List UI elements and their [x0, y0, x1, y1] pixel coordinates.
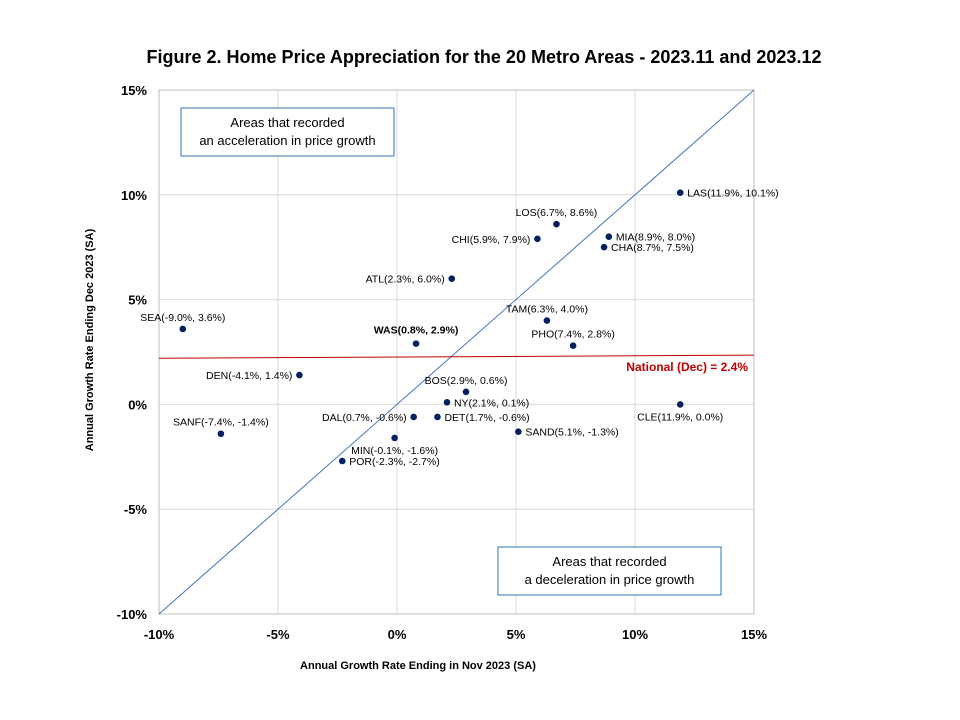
annotation-text: Areas that recorded	[552, 554, 666, 569]
y-tick-label: 10%	[121, 188, 147, 203]
data-point	[605, 233, 613, 241]
data-point-label: NY(2.1%, 0.1%)	[454, 397, 529, 409]
plot-frame	[158, 89, 755, 615]
diagonal-reference-line	[158, 89, 755, 615]
data-point-label: BOS(2.9%, 0.6%)	[425, 375, 508, 387]
data-point-label: PHO(7.4%, 2.8%)	[531, 329, 614, 341]
y-tick-label: 0%	[128, 397, 147, 412]
data-point-label: ATL(2.3%, 6.0%)	[366, 274, 445, 286]
data-point	[676, 189, 684, 197]
data-point	[296, 371, 303, 379]
x-tick-label: 10%	[622, 627, 648, 642]
annotation-text: Areas that recorded	[230, 115, 344, 130]
national-reference-label: National (Dec) = 2.4%	[626, 360, 748, 374]
data-point	[676, 401, 684, 408]
x-tick-label: 5%	[507, 627, 526, 642]
data-point-label: LOS(6.7%, 8.6%)	[516, 207, 598, 219]
data-point	[434, 413, 441, 421]
data-point-label: SAND(5.1%, -1.3%)	[525, 427, 618, 439]
y-axis-label: Annual Growth Rate Ending Dec 2023 (SA)	[84, 228, 96, 451]
data-point	[217, 430, 225, 438]
annotation-box	[180, 107, 395, 157]
annotation-text: a deceleration in price growth	[525, 572, 695, 587]
data-point-label: SANF(-7.4%, -1.4%)	[173, 417, 269, 429]
data-point-label: DET(1.7%, -0.6%)	[444, 412, 529, 424]
data-point	[443, 399, 451, 406]
data-point	[543, 317, 551, 324]
data-point-label: DEN(-4.1%, 1.4%)	[206, 370, 292, 382]
data-point-label: WAS(0.8%, 2.9%)	[374, 325, 459, 337]
data-point-label: LAS(11.9%, 10.1%)	[687, 188, 778, 200]
data-point-label: TAM(6.3%, 4.0%)	[506, 304, 588, 316]
data-point	[553, 220, 560, 228]
data-point-label: POR(-2.3%, -2.7%)	[349, 456, 439, 468]
data-point	[412, 340, 420, 347]
y-tick-labels: -10% -5% 0% 5% 10% 15%	[117, 83, 148, 622]
data-point-label: MIA(8.9%, 8.0%)	[616, 232, 695, 244]
data-point	[515, 428, 522, 435]
y-tick-label: 15%	[121, 83, 147, 98]
x-tick-label: -10%	[144, 627, 175, 642]
data-point-label: CHA(8.7%, 7.5%)	[611, 242, 694, 254]
x-tick-label: -5%	[266, 627, 290, 642]
data-points: LAS(11.9%, 10.1%) LOS(6.7%, 8.6%) CHI(5.9%…	[140, 188, 778, 468]
data-point	[448, 275, 456, 282]
annotation-box	[497, 546, 722, 596]
data-point	[534, 235, 541, 243]
chart-title: Figure 2. Home Price Appreciation for th…	[147, 47, 822, 67]
data-point	[179, 325, 187, 333]
y-tick-label: 5%	[128, 293, 147, 308]
annotation-boxes: Areas that recorded an acceleration in pr…	[180, 107, 722, 596]
y-tick-label: -10%	[117, 607, 148, 622]
x-tick-label: 0%	[388, 627, 407, 642]
data-point-label: DAL(0.7%, -0.6%)	[322, 412, 407, 424]
data-point-label: SEA(-9.0%, 3.6%)	[140, 312, 225, 324]
data-point	[391, 434, 398, 442]
data-point-label: CHI(5.9%, 7.9%)	[452, 234, 531, 246]
data-point	[462, 388, 470, 396]
national-reference-line	[158, 354, 755, 359]
y-tick-label: -5%	[124, 502, 148, 517]
data-point	[600, 243, 608, 251]
x-tick-label: 15%	[741, 627, 767, 642]
annotation-text: an acceleration in price growth	[199, 133, 375, 148]
data-point-label: MIN(-0.1%, -1.6%)	[351, 445, 438, 457]
data-point-label: CLE(11.9%, 0.0%)	[637, 411, 723, 423]
data-point	[338, 457, 346, 465]
data-point	[569, 342, 577, 350]
x-tick-labels: -10% -5% 0% 5% 10% 15%	[144, 627, 768, 642]
x-axis-label: Annual Growth Rate Ending in Nov 2023 (S…	[300, 660, 536, 672]
data-point	[410, 413, 417, 421]
